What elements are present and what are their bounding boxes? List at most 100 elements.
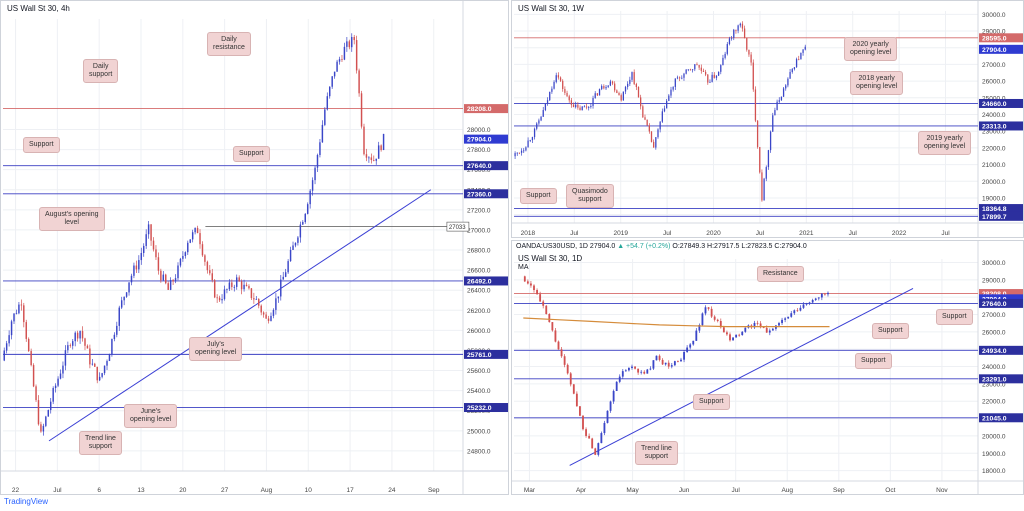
price-label-text: 26492.0 bbox=[467, 279, 492, 286]
candle-body bbox=[527, 140, 529, 148]
x-tick-label: Jul bbox=[849, 230, 858, 237]
candle-body bbox=[116, 325, 118, 335]
annotation-june-opening: June's opening level bbox=[124, 404, 178, 428]
candle-body bbox=[615, 381, 618, 391]
candle-body bbox=[54, 385, 57, 389]
candle-body bbox=[592, 97, 594, 106]
price-label-box bbox=[464, 189, 508, 199]
candle-body bbox=[686, 347, 689, 352]
y-tick-label: 21000.0 bbox=[982, 162, 1006, 169]
price-label-text: 27904.0 bbox=[467, 137, 492, 144]
chart-panel-1w[interactable]: 18000.019000.020000.021000.022000.023000… bbox=[511, 0, 1024, 238]
candle-body bbox=[331, 76, 333, 87]
candle-body bbox=[91, 363, 94, 365]
candle-body bbox=[5, 343, 8, 351]
price-label-box bbox=[464, 104, 508, 114]
candle-body bbox=[536, 123, 538, 129]
x-tick-label: Jul bbox=[941, 230, 950, 237]
candle-body bbox=[627, 83, 629, 87]
candle-body bbox=[577, 104, 579, 108]
chart-panel-1d[interactable]: 18000.019000.020000.021000.022000.023000… bbox=[511, 240, 1024, 495]
candle-body bbox=[64, 350, 67, 366]
candle-body bbox=[569, 373, 572, 385]
candle-body bbox=[726, 332, 728, 335]
candle-body bbox=[226, 289, 228, 291]
price-label-text: 17899.7 bbox=[982, 214, 1007, 221]
annotation-support-daily-1: Support bbox=[936, 309, 973, 325]
annotation-trendline-support-daily: Trend line support bbox=[635, 441, 678, 465]
candle-body bbox=[732, 337, 734, 341]
candle-body bbox=[713, 74, 715, 78]
candle-body bbox=[536, 289, 538, 295]
candle-body bbox=[827, 292, 829, 295]
candle-body bbox=[735, 334, 738, 338]
candle-body bbox=[25, 322, 27, 339]
candle-body bbox=[658, 355, 661, 360]
ohlc-last: 27904.0 bbox=[589, 243, 616, 250]
candle-body bbox=[698, 325, 701, 331]
candle-body bbox=[518, 152, 521, 154]
candle-body bbox=[585, 106, 588, 108]
y-tick-label: 19000.0 bbox=[982, 195, 1006, 202]
tradingview-logo[interactable]: TradingView bbox=[4, 497, 49, 506]
annotation-daily-support: Daily support bbox=[83, 59, 119, 83]
candle-body bbox=[802, 304, 805, 308]
candle-body bbox=[258, 298, 260, 306]
y-tick-label: 26000.0 bbox=[467, 328, 491, 335]
candle-body bbox=[184, 252, 187, 256]
candle-body bbox=[280, 279, 282, 297]
candle-body bbox=[540, 116, 542, 121]
candle-body bbox=[120, 300, 123, 308]
annotation-july-opening: July's opening level bbox=[189, 337, 243, 361]
candle-body bbox=[250, 288, 253, 299]
candle-body bbox=[311, 180, 314, 191]
trend-line bbox=[48, 189, 432, 442]
candle-body bbox=[744, 327, 747, 332]
candle-body bbox=[20, 304, 23, 306]
candle-body bbox=[113, 334, 116, 340]
candle-body bbox=[49, 401, 52, 411]
ohlc-symbol: OANDA:US30USD, 1D bbox=[516, 243, 588, 250]
candle-body bbox=[111, 339, 113, 355]
candle-body bbox=[709, 81, 711, 83]
candle-body bbox=[811, 299, 814, 303]
annotation-2018-yearly-opening: 2018 yearly opening level bbox=[850, 71, 904, 95]
candle-body bbox=[360, 93, 363, 127]
candle-body bbox=[275, 298, 277, 310]
trend-line bbox=[569, 288, 914, 466]
candle-body bbox=[700, 67, 702, 71]
ohlc-change: ▲ +54.7 (+0.2%) bbox=[617, 243, 671, 250]
candle-body bbox=[570, 100, 573, 105]
candle-body bbox=[265, 314, 267, 319]
chart-panel-4h[interactable]: 24800.025000.025200.025400.025600.025800… bbox=[0, 0, 509, 495]
candle-body bbox=[704, 307, 707, 314]
annotation-august-opening: August's opening level bbox=[39, 207, 105, 231]
price-label-text: 18364.8 bbox=[982, 206, 1007, 213]
candle-body bbox=[606, 410, 609, 423]
candle-body bbox=[172, 279, 174, 282]
candle-body bbox=[282, 276, 284, 280]
candle-body bbox=[351, 37, 353, 48]
candle-body bbox=[377, 145, 380, 159]
candle-body bbox=[245, 284, 248, 287]
candle-body bbox=[566, 92, 568, 97]
y-tick-label: 26000.0 bbox=[982, 329, 1006, 336]
x-tick-label: Apr bbox=[576, 487, 587, 494]
candle-body bbox=[147, 224, 150, 235]
candle-body bbox=[564, 88, 566, 93]
candle-body bbox=[737, 25, 739, 31]
candle-body bbox=[618, 93, 620, 96]
candle-body bbox=[304, 213, 306, 223]
minor-level-text: 27033 bbox=[449, 225, 466, 231]
candle-body bbox=[588, 435, 591, 439]
y-tick-label: 24000.0 bbox=[982, 364, 1006, 371]
candle-body bbox=[680, 359, 682, 362]
y-tick-label: 26600.0 bbox=[467, 268, 491, 275]
candle-body bbox=[765, 327, 768, 333]
candle-body bbox=[590, 105, 592, 107]
candle-body bbox=[27, 338, 30, 352]
x-tick-label: 13 bbox=[137, 487, 145, 494]
candle-body bbox=[545, 305, 548, 315]
candle-body bbox=[272, 309, 275, 316]
candle-body bbox=[717, 71, 720, 76]
